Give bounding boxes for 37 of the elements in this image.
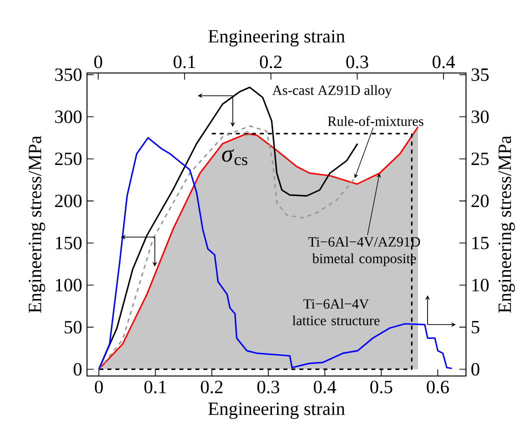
y2-tick-label: 30 [472, 110, 489, 124]
y-axis-title: Engineering stress/MPa [28, 136, 46, 313]
annotation: As-cast AZ91D alloy [272, 85, 392, 98]
y2-tick-label: 25 [472, 152, 489, 166]
x-tick-label: 0.3 [257, 380, 280, 394]
x2-tick-label: 0.3 [346, 56, 368, 68]
x2-axis-title: Engineering strain [208, 30, 345, 46]
x2-tick-label: 0.1 [174, 56, 196, 68]
y2-tick-label: 0 [471, 362, 480, 376]
y2-tick-label: 10 [472, 278, 489, 292]
y2-tick-label: 15 [472, 236, 489, 250]
y-tick-label: 0 [74, 362, 82, 376]
x-axis-title: Engineering strain [208, 402, 345, 419]
x-tick-label: 0.5 [370, 380, 392, 394]
annotation: Rule-of-mixtures [328, 116, 424, 126]
y-tick-label: 200 [55, 194, 82, 208]
x2-tick-label: 0 [94, 56, 102, 68]
y-tick-label: 150 [56, 236, 82, 250]
x2-tick-label: 0.2 [260, 56, 282, 68]
y2-tick-label: 35 [472, 68, 489, 81]
x-tick-label: 0 [94, 380, 103, 394]
y-tick-label: 350 [55, 68, 82, 81]
y2-tick-label: 20 [472, 194, 489, 208]
y-tick-label: 250 [55, 152, 82, 166]
y-tick-label: 100 [56, 278, 82, 292]
x-tick-label: 0.4 [314, 380, 336, 394]
y-tick-label: 50 [64, 320, 82, 334]
annotation: σ$_{cs}$ [222, 149, 248, 166]
y2-tick-label: 5 [472, 320, 480, 334]
x-tick-label: 0.1 [144, 380, 166, 394]
y-tick-label: 300 [55, 110, 82, 124]
x-tick-label: 0.2 [200, 380, 222, 394]
annotation: Ti−6Al−4V lattice structure [292, 298, 380, 326]
annotation: Ti−6Al−4V/AZ91D bimetal composite [308, 236, 420, 266]
y2-axis-title: Engineering stress/MPa [498, 136, 515, 313]
x2-tick-label: 0.4 [432, 56, 455, 68]
x-tick-label: 0.6 [426, 380, 449, 394]
